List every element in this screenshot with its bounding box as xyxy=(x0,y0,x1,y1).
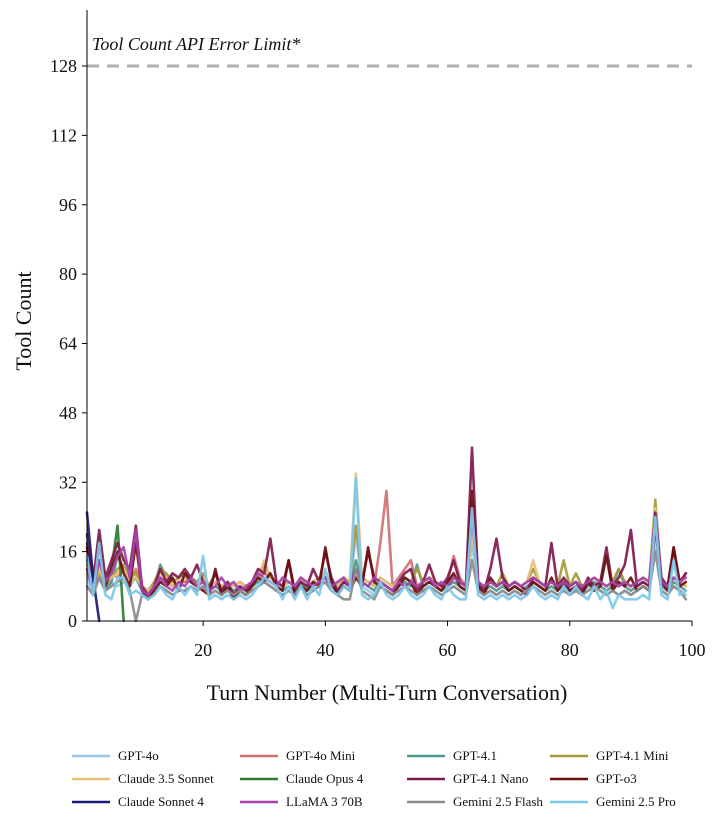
x-tick-label: 20 xyxy=(194,640,212,660)
legend-label: GPT-o3 xyxy=(596,771,637,786)
x-tick-label: 40 xyxy=(316,640,334,660)
y-axis-ticks: 0 16 32 48 64 80 96 112 128 xyxy=(50,56,87,631)
series-line-gemini-2-5-pro xyxy=(85,476,688,610)
api-limit-annotation: Tool Count API Error Limit* xyxy=(92,34,300,54)
legend-label: Gemini 2.5 Flash xyxy=(453,794,543,809)
legend-label: GPT-4.1 xyxy=(453,748,497,763)
y-tick-label: 112 xyxy=(51,125,77,145)
legend-label: LLaMA 3 70B xyxy=(286,794,363,809)
x-tick-label: 60 xyxy=(439,640,457,660)
x-tick-label: 100 xyxy=(679,640,706,660)
legend-label: Claude Sonnet 4 xyxy=(118,794,204,809)
legend-label: Gemini 2.5 Pro xyxy=(596,794,676,809)
legend-label: Claude Opus 4 xyxy=(286,771,364,786)
x-axis-title: Turn Number (Multi-Turn Conversation) xyxy=(207,680,568,705)
y-tick-label: 96 xyxy=(59,195,77,215)
y-tick-label: 16 xyxy=(59,542,77,562)
y-tick-label: 32 xyxy=(59,472,77,492)
series-line-gemini-2-5-flash xyxy=(85,550,688,623)
y-tick-label: 0 xyxy=(68,611,77,631)
x-axis-ticks: 20 40 60 80 100 xyxy=(194,621,706,660)
series-line-gpt-4-1-nano xyxy=(85,446,688,597)
y-tick-label: 80 xyxy=(59,264,77,284)
legend-label: GPT-4.1 Nano xyxy=(453,771,528,786)
y-tick-label: 64 xyxy=(59,334,77,354)
series-line-claude-sonnet-4 xyxy=(85,511,101,623)
legend-label: GPT-4o Mini xyxy=(286,748,356,763)
y-tick-label: 48 xyxy=(59,403,77,423)
legend-label: GPT-4.1 Mini xyxy=(596,748,669,763)
series-line-llama-3-70b xyxy=(85,515,688,597)
legend: GPT-4o GPT-4o Mini GPT-4.1 GPT-4.1 Mini Clau… xyxy=(72,748,676,809)
legend-label: Claude 3.5 Sonnet xyxy=(118,771,214,786)
y-tick-label: 128 xyxy=(50,56,77,76)
plot-area xyxy=(85,64,692,623)
x-tick-label: 80 xyxy=(561,640,579,660)
legend-label: GPT-4o xyxy=(118,748,159,763)
y-axis-title: Tool Count xyxy=(11,271,36,370)
